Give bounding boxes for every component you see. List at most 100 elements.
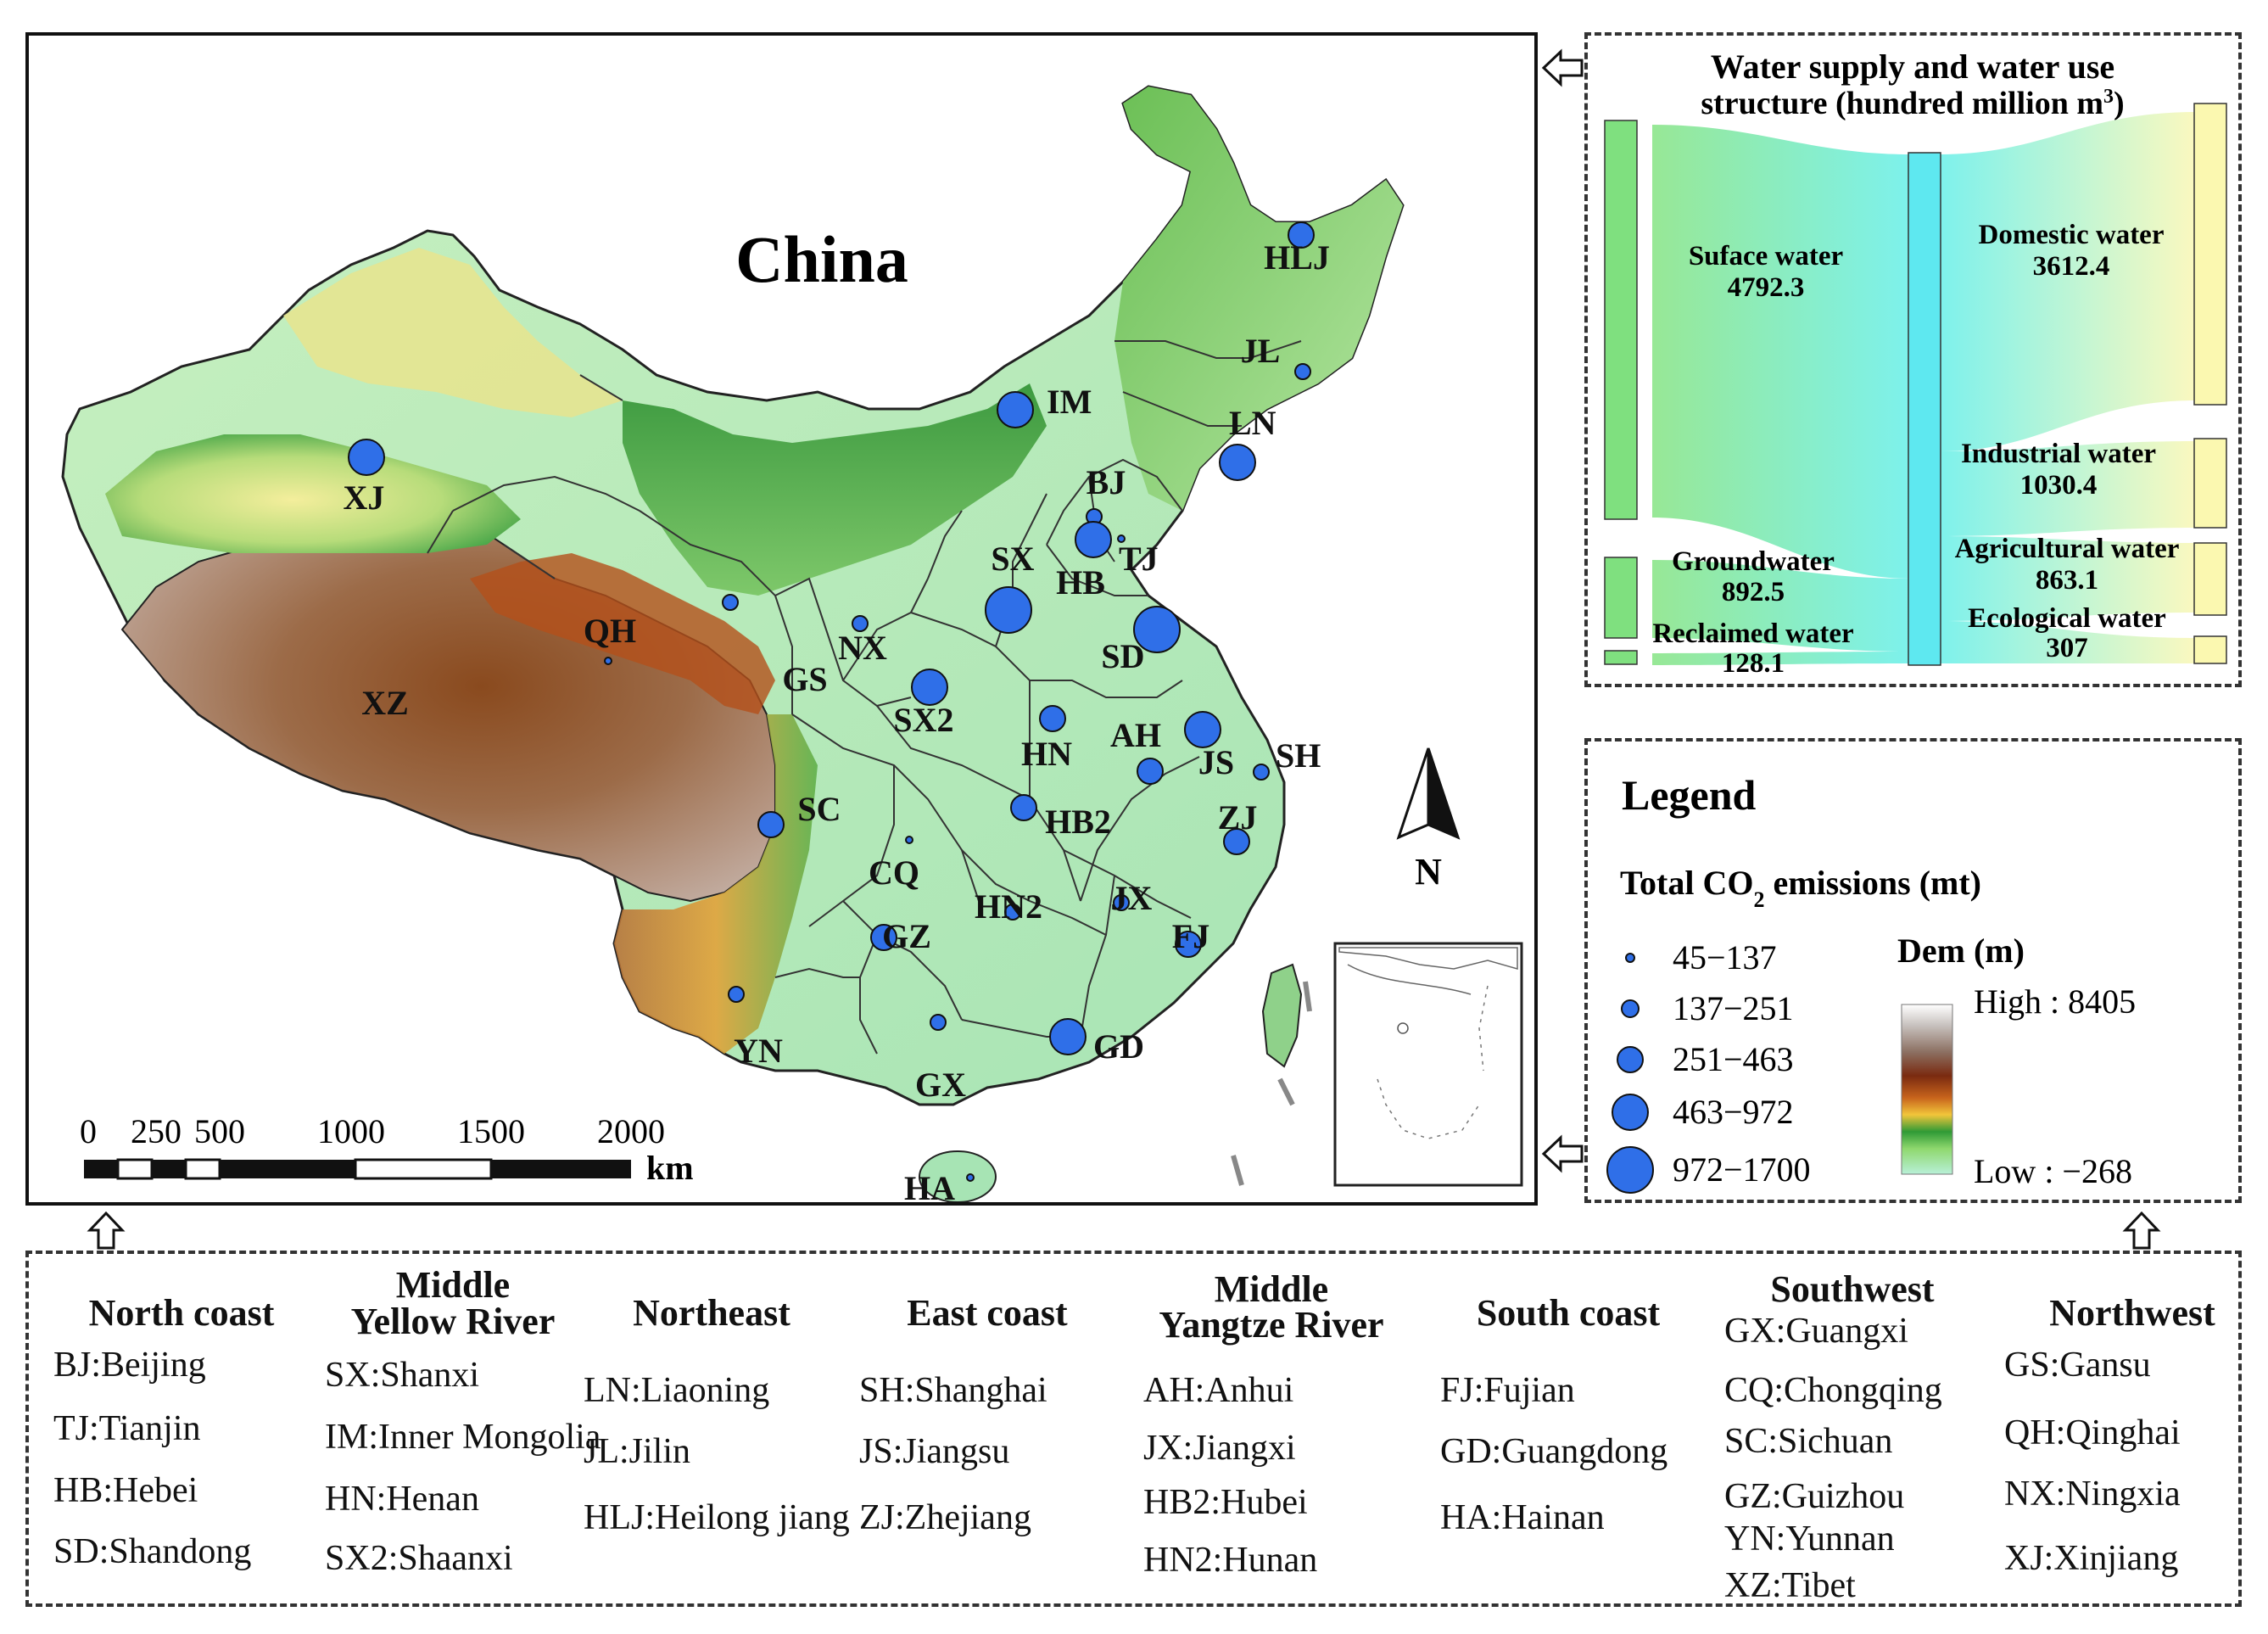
- label-surface-water: Suface water: [1689, 241, 1843, 271]
- region-title: Northwest: [2049, 1292, 2215, 1334]
- connector-arrow-bottom: [1541, 1134, 1584, 1173]
- legend-circle-4: [1612, 1094, 1649, 1131]
- emission-circle-sc: [757, 811, 785, 838]
- value-reclaimed-water: 128.1: [1722, 648, 1785, 679]
- emission-circle-sx: [985, 586, 1032, 634]
- label-hn: HN: [1021, 735, 1072, 773]
- label-gz: GZ: [882, 917, 931, 955]
- emission-circle-im: [997, 391, 1034, 428]
- region-title: South coast: [1476, 1292, 1661, 1334]
- region-item: HB:Hebei: [53, 1471, 198, 1510]
- label-hlj: HLJ: [1264, 238, 1330, 277]
- value-groundwater: 892.5: [1722, 577, 1785, 607]
- north-label: N: [1415, 851, 1442, 893]
- connector-arrow-region-right: [2122, 1211, 2161, 1250]
- value-industrial-water: 1030.4: [2020, 470, 2098, 501]
- value-domestic-water: 3612.4: [2033, 251, 2110, 282]
- label-sh: SH: [1276, 736, 1321, 775]
- node-ecological: [2193, 635, 2227, 664]
- value-surface-water: 4792.3: [1728, 272, 1805, 303]
- region-item: GX:Guangxi: [1724, 1312, 1908, 1351]
- label-gd: GD: [1093, 1027, 1144, 1066]
- dem-high-label: High : 8405: [1974, 982, 2136, 1021]
- region-item: HN2:Hunan: [1143, 1541, 1318, 1580]
- label-xz: XZ: [361, 684, 409, 722]
- region-item: SX2:Shaanxi: [325, 1539, 513, 1578]
- scale-label-1000: 1000: [317, 1112, 385, 1150]
- emission-circle-hn2: [1004, 904, 1021, 921]
- node-agricultural: [2193, 542, 2227, 616]
- northern-belt: [623, 383, 1047, 596]
- region-item: SX:Shanxi: [325, 1356, 480, 1395]
- emission-circle-jl: [1294, 363, 1311, 380]
- region-item: JX:Jiangxi: [1143, 1429, 1296, 1468]
- qinghai-highland: [470, 553, 775, 714]
- node-domestic: [2193, 103, 2227, 406]
- hainan-island: [919, 1150, 997, 1202]
- emission-circle-gz: [870, 924, 897, 951]
- label-zj: ZJ: [1218, 798, 1258, 837]
- emission-circle-nx: [852, 615, 869, 632]
- label-sx2: SX2: [893, 701, 953, 739]
- emission-circle-js: [1184, 711, 1221, 748]
- label-ah: AH: [1110, 716, 1161, 754]
- emission-circle-ln: [1219, 444, 1256, 481]
- legend-panel: Legend Total CO2 emissions (mt) 45−137 1…: [1584, 738, 2242, 1203]
- region-item: LN:Liaoning: [584, 1371, 770, 1410]
- south-china-sea-inset: [1333, 942, 1523, 1187]
- region-item: AH:Anhui: [1143, 1371, 1294, 1410]
- legend-circle-1: [1625, 953, 1635, 963]
- label-xj: XJ: [344, 478, 385, 517]
- label-jx: JX: [1111, 879, 1153, 917]
- dem-color-ramp: [1901, 1004, 1953, 1175]
- emission-circle-tj: [1117, 534, 1126, 543]
- flow-industrial: [1940, 441, 2197, 536]
- label-gs: GS: [782, 660, 827, 698]
- region-title: Northeast: [633, 1292, 790, 1334]
- tarim-basin: [105, 434, 521, 553]
- scale-label-0: 0: [80, 1112, 97, 1150]
- region-item: SH:Shanghai: [859, 1371, 1047, 1410]
- map-title: China: [735, 222, 908, 296]
- emission-circle-sx2: [911, 669, 948, 706]
- emission-circle-sd: [1133, 606, 1181, 653]
- emission-circle-sh: [1253, 764, 1270, 781]
- label-groundwater: Groundwater: [1672, 546, 1835, 577]
- connector-arrow-region-left: [87, 1211, 126, 1250]
- province-labels: XJ QH XZ GS NX IM HLJ JL LN BJ TJ HB SX …: [344, 238, 1330, 1202]
- label-tj: TJ: [1119, 540, 1159, 578]
- label-nx: NX: [838, 629, 887, 667]
- label-sc: SC: [797, 790, 841, 828]
- scale-label-1500: 1500: [457, 1112, 525, 1150]
- flow-agricultural: [1940, 536, 2197, 621]
- water-sankey: Water supply and water use structure (hu…: [1604, 48, 2227, 679]
- label-sd: SD: [1101, 637, 1144, 675]
- china-map: China XJ QH XZ GS NX IM HLJ JL LN BJ TJ …: [61, 85, 1523, 1202]
- label-ha: HA: [904, 1169, 955, 1202]
- region-title: Yangtze River: [1159, 1304, 1384, 1346]
- label-hb: HB: [1056, 563, 1105, 602]
- label-yn: YN: [734, 1032, 783, 1070]
- north-arrow: N: [1396, 747, 1461, 893]
- dem-low-label: Low : −268: [1974, 1152, 2132, 1190]
- region-item: NX:Ningxia: [2004, 1475, 2181, 1514]
- emission-circle-gx: [930, 1014, 947, 1031]
- region-item: HN:Henan: [325, 1480, 479, 1519]
- scale-label-500: 500: [194, 1112, 245, 1150]
- region-title: Yellow River: [350, 1301, 556, 1342]
- label-agricultural-water: Agricultural water: [1955, 534, 2180, 564]
- southwest-transition: [614, 714, 818, 1054]
- region-item: CQ:Chongqing: [1724, 1371, 1942, 1410]
- region-item: JS:Jiangsu: [859, 1432, 1010, 1471]
- label-sx: SX: [991, 540, 1034, 578]
- emission-circle-hb2: [1010, 794, 1037, 821]
- emission-circle-qh: [604, 657, 612, 665]
- legend-circle-5: [1606, 1146, 1654, 1194]
- region-panel: North coast BJ:Beijing TJ:Tianjin HB:Hebei S…: [25, 1251, 2242, 1607]
- label-cq: CQ: [869, 853, 919, 892]
- legend-class-5: 972−1700: [1673, 1150, 1811, 1189]
- emission-circle-hb: [1075, 521, 1112, 558]
- region-item: GD:Guangdong: [1440, 1432, 1668, 1471]
- emission-circle-jx: [1113, 894, 1130, 911]
- dzungaria: [283, 248, 623, 417]
